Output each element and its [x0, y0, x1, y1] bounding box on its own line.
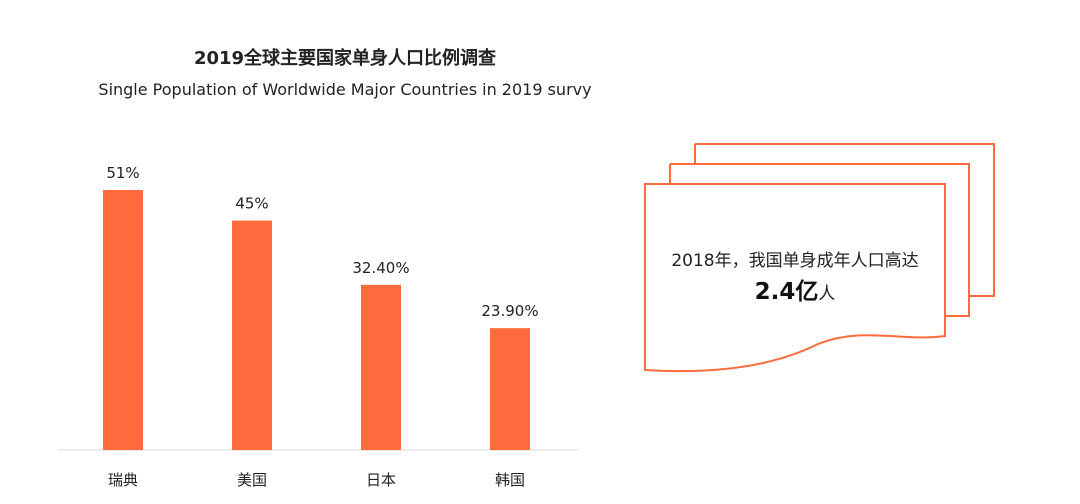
- x-tick-label: 日本: [366, 471, 396, 489]
- callout-unit: 人: [818, 284, 836, 304]
- bar-0: [103, 190, 143, 450]
- bar-2: [361, 284, 401, 450]
- bar-value-label: 51%: [106, 164, 139, 182]
- bar-1: [232, 220, 272, 450]
- bar-value-label: 23.90%: [481, 302, 538, 320]
- x-tick-label: 韩国: [495, 471, 525, 489]
- callout-value: 2.4亿: [754, 279, 819, 305]
- x-tick-label: 美国: [237, 471, 267, 489]
- bar-3: [490, 328, 530, 450]
- x-tick-label: 瑞典: [108, 471, 138, 489]
- stacked-documents-icon: [644, 143, 995, 373]
- document-sheet-front: [644, 183, 946, 373]
- chart-title-cn: 2019全球主要国家单身人口比例调查: [193, 48, 497, 69]
- bar-value-label: 45%: [235, 195, 268, 213]
- callout-value-line: 2.4亿人: [645, 272, 945, 306]
- callout-text: 2018年，我国单身成年人口高达: [671, 251, 919, 271]
- chart-title-en: Single Population of Worldwide Major Cou…: [98, 80, 592, 99]
- bar-value-label: 32.40%: [352, 259, 409, 277]
- bar-chart: 51% 瑞典 45% 美国 32.40% 日本 23.90% 韩国: [58, 164, 578, 489]
